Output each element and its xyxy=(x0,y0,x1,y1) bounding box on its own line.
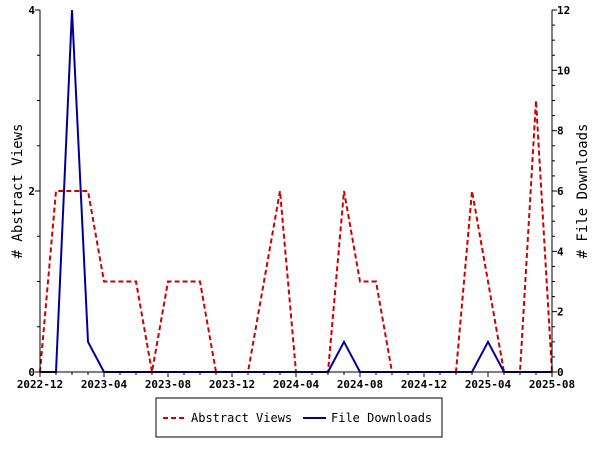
x-tick-label: 2025-04 xyxy=(465,378,512,391)
y-left-tick-label: 4 xyxy=(28,4,35,17)
series-line-abstract-views xyxy=(39,100,553,373)
legend-box xyxy=(155,397,443,438)
y-right-tick-label: 2 xyxy=(557,306,564,319)
axes: 0 2 4 0 2 4 6 8 10 12 2022-12 2023-04 2023-08 2023-12… xyxy=(17,4,575,391)
x-tick-label: 2025-08 xyxy=(529,378,575,391)
legend-label-abstract-views: Abstract Views xyxy=(191,411,292,425)
y-right-tick-label: 10 xyxy=(557,64,570,77)
x-tick-label: 2023-08 xyxy=(145,378,191,391)
y-axis-left-title: # Abstract Views xyxy=(10,124,26,259)
x-tick-label: 2024-04 xyxy=(273,378,320,391)
plot-area xyxy=(39,9,553,373)
x-tick-label: 2022-12 xyxy=(17,378,63,391)
legend: Abstract Views File Downloads xyxy=(155,397,443,438)
legend-label-file-downloads: File Downloads xyxy=(331,411,432,425)
series-line-file-downloads xyxy=(40,9,552,373)
y-right-tick-label: 4 xyxy=(557,245,564,258)
y-right-tick-label: 6 xyxy=(557,185,564,198)
y-left-tick-label: 2 xyxy=(28,185,35,198)
x-tick-label: 2024-12 xyxy=(401,378,447,391)
y-right-tick-label: 12 xyxy=(557,4,570,17)
x-tick-label: 2023-04 xyxy=(81,378,128,391)
y-right-tick-label: 0 xyxy=(557,366,564,379)
y-left-tick-label: 0 xyxy=(28,366,35,379)
y-right-tick-label: 8 xyxy=(557,125,564,138)
x-tick-label: 2023-12 xyxy=(209,378,255,391)
x-tick-label: 2024-08 xyxy=(337,378,383,391)
y-axis-right-title: # File Downloads xyxy=(575,124,591,259)
